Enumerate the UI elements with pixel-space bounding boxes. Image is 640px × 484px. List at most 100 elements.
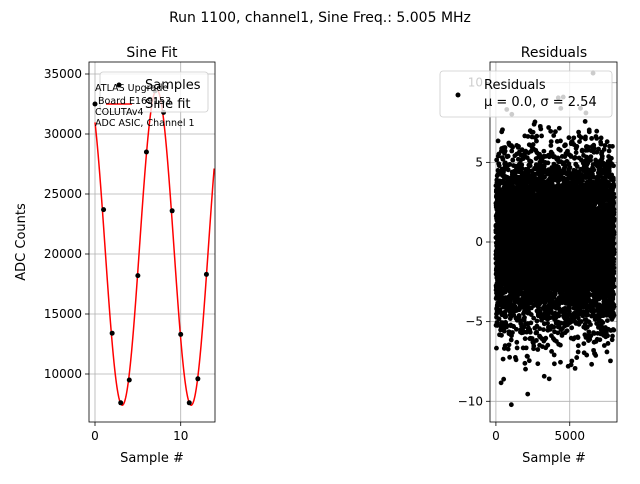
residual-point <box>558 360 563 365</box>
sample-point <box>118 400 123 405</box>
sine-fit-curve-layer <box>95 90 214 406</box>
residual-point <box>517 313 522 318</box>
residual-point <box>552 361 557 366</box>
residual-point <box>496 138 501 143</box>
residual-point <box>543 336 548 341</box>
residual-point <box>558 343 563 348</box>
sine-fit-ytick-label: 30000 <box>44 127 82 141</box>
sine-fit-ytick-label: 35000 <box>44 67 82 81</box>
residuals-title: Residuals <box>521 45 587 61</box>
residual-point <box>531 130 536 135</box>
residual-point <box>541 327 546 332</box>
residual-point <box>542 149 547 154</box>
sine-fit-xlabel: Sample # <box>120 451 184 466</box>
sample-point <box>187 400 192 405</box>
residual-point <box>528 320 533 325</box>
residual-point <box>558 139 563 144</box>
residual-point <box>524 345 529 350</box>
annotation-line-2: Board E169153 <box>98 96 171 107</box>
sine-fit-samples-layer <box>93 88 209 405</box>
residual-point <box>525 354 530 359</box>
residual-point <box>558 148 563 153</box>
residual-point <box>506 154 511 159</box>
sample-point <box>135 273 140 278</box>
residual-point <box>565 328 570 333</box>
residual-point <box>547 376 552 381</box>
sample-point <box>195 376 200 381</box>
residual-point <box>523 336 528 341</box>
residual-point <box>494 346 499 351</box>
residual-point <box>510 158 515 163</box>
residual-point <box>503 149 508 154</box>
annotation-line-4: ADC ASIC, Channel 1 <box>95 118 195 129</box>
residual-point <box>527 358 532 363</box>
sample-point <box>93 102 98 107</box>
residual-point <box>552 353 557 358</box>
sine-fit-ytick-label: 25000 <box>44 187 82 201</box>
sine-fit-ylabel: ADC Counts <box>14 203 29 281</box>
sine-fit-ytick-label: 20000 <box>44 247 82 261</box>
residual-point <box>514 357 519 362</box>
residual-point <box>533 120 538 125</box>
residual-point <box>506 347 511 352</box>
sine-fit-xtick-label: 0 <box>91 429 99 443</box>
residual-point <box>538 127 543 132</box>
residual-point <box>499 333 504 338</box>
residual-point <box>528 330 533 335</box>
residual-point <box>556 313 561 318</box>
sample-point <box>110 331 115 336</box>
residual-point <box>523 367 528 372</box>
residual-point <box>557 126 562 131</box>
residual-point <box>563 143 568 148</box>
sample-point <box>144 150 149 155</box>
residual-point <box>548 129 553 134</box>
residual-point <box>535 347 540 352</box>
residual-point <box>529 159 534 164</box>
residual-point <box>526 134 531 139</box>
residual-point <box>535 361 540 366</box>
residual-point <box>545 343 550 348</box>
residual-point <box>504 325 509 330</box>
sample-point <box>178 332 183 337</box>
sample-point <box>204 272 209 277</box>
sine-fit-xtick-label: 10 <box>173 429 188 443</box>
sample-point <box>101 207 106 212</box>
residual-point <box>546 161 551 166</box>
sine-fit-panel: Sine Fit 0 10 10000 15000 20000 25000 30000 350… <box>14 45 215 466</box>
residual-point <box>501 377 506 382</box>
figure-suptitle: Run 1100, channel1, Sine Freq.: 5.005 MH… <box>169 10 471 26</box>
residual-point <box>534 134 539 139</box>
sine-fit-title: Sine Fit <box>126 45 178 61</box>
residual-point <box>514 327 519 332</box>
annotation-line-1: ATLAS Upgrade <box>95 83 168 94</box>
annotation-line-3: COLUTAv4 <box>95 107 144 118</box>
residuals-points-layer <box>494 71 617 407</box>
residual-point <box>503 314 508 319</box>
residual-point <box>535 319 540 324</box>
sine-fit-curve <box>95 90 214 406</box>
residual-point <box>534 139 539 144</box>
residual-point <box>516 144 521 149</box>
residual-point <box>531 142 536 147</box>
sine-fit-ytick-label: 10000 <box>44 367 82 381</box>
residual-point <box>507 342 512 347</box>
residual-point <box>509 338 514 343</box>
residual-point <box>525 392 530 397</box>
residual-point <box>539 134 544 139</box>
residual-point <box>542 374 547 379</box>
residual-point <box>522 315 527 320</box>
residual-point <box>501 357 506 362</box>
residual-point <box>500 127 505 132</box>
sine-fit-ytick-label: 15000 <box>44 307 82 321</box>
residual-point <box>531 344 536 349</box>
residual-point <box>509 402 514 407</box>
sample-point <box>127 378 132 383</box>
residual-point <box>549 139 554 144</box>
residual-point <box>510 330 515 335</box>
residual-point <box>510 145 515 150</box>
residual-point <box>534 338 539 343</box>
residual-point <box>553 129 558 134</box>
residual-point <box>522 361 527 366</box>
